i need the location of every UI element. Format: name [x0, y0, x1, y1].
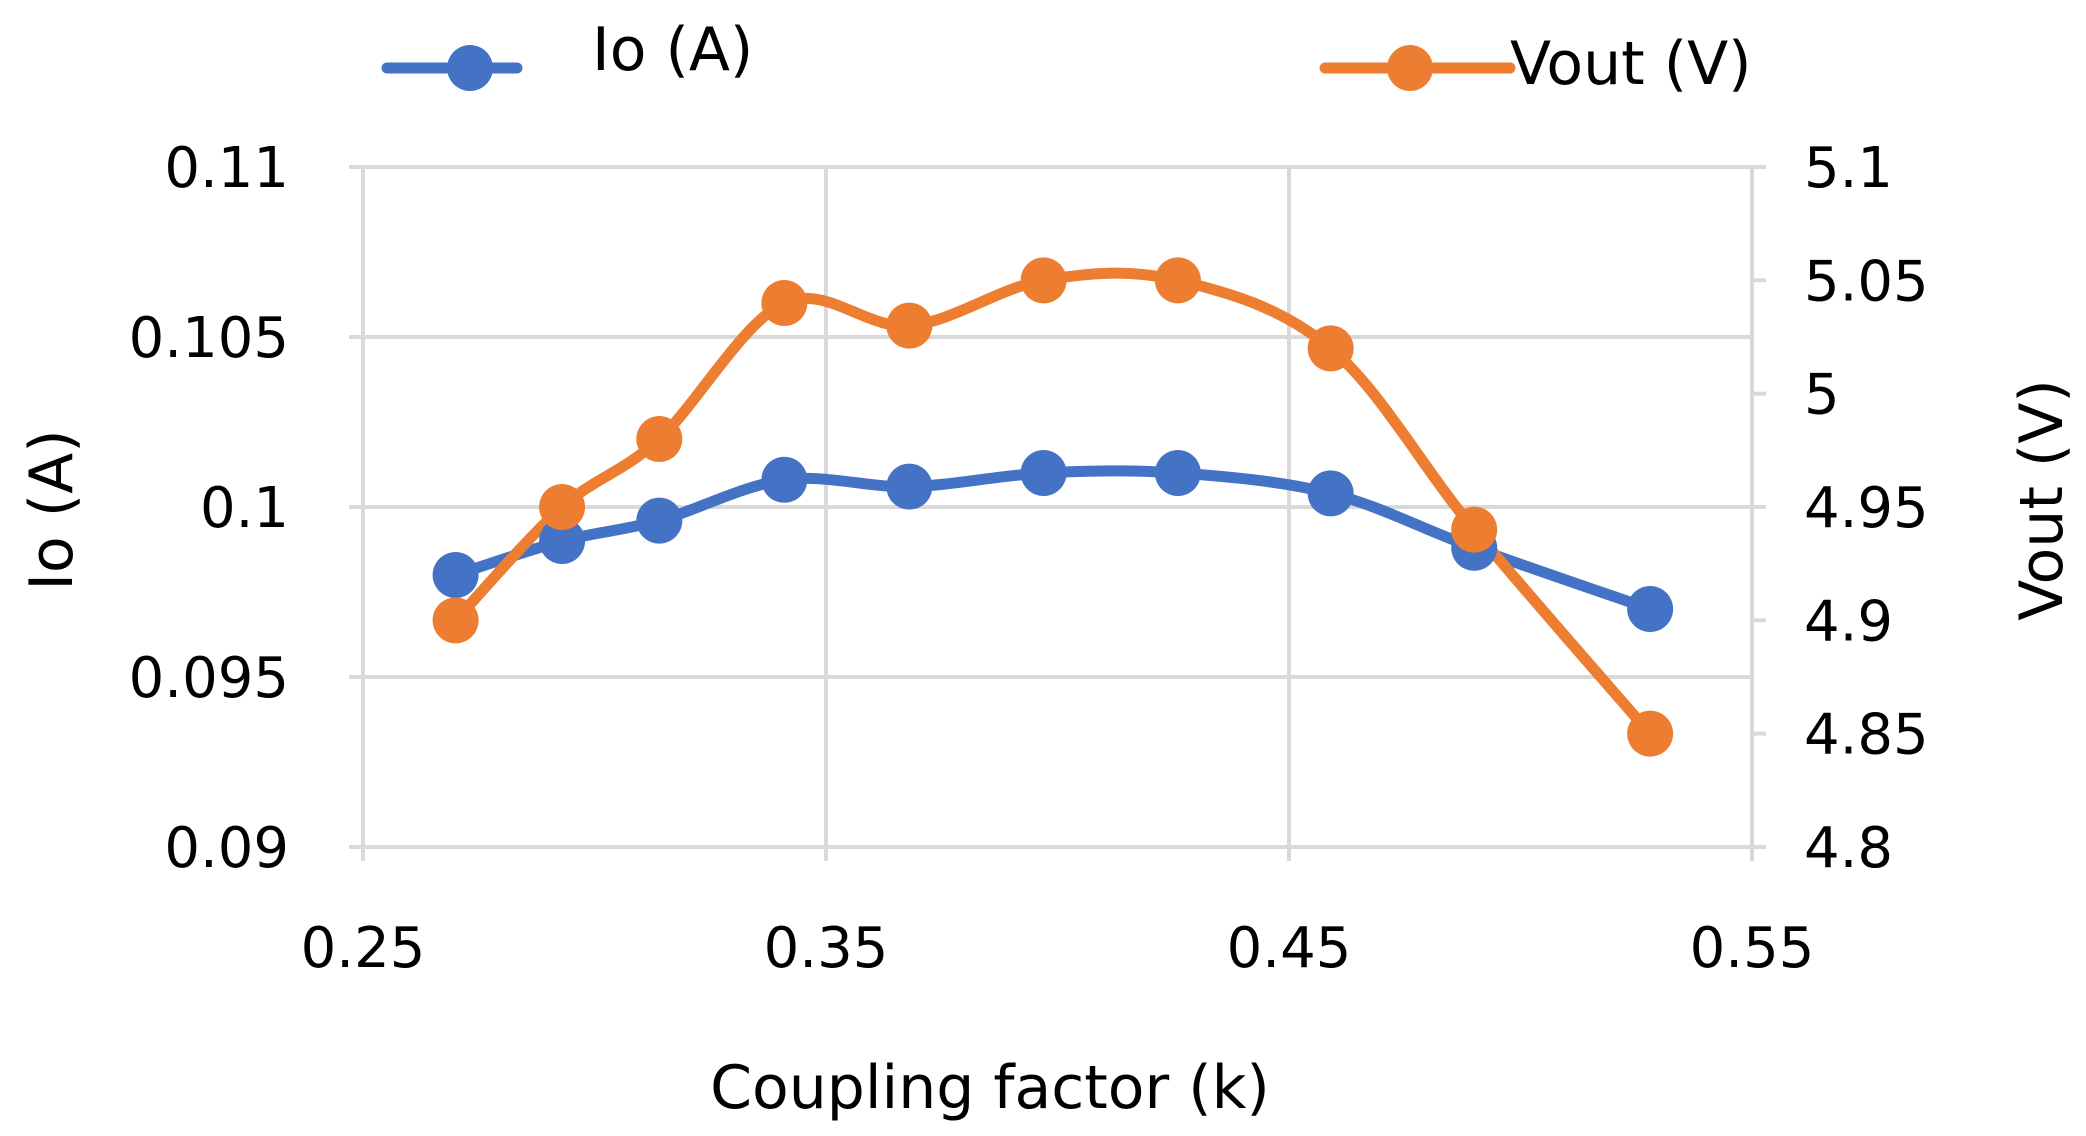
- y-tick-label: 0.095: [129, 646, 289, 711]
- legend-marker-vout: [1387, 45, 1433, 91]
- data-point-vout: [539, 484, 586, 530]
- data-point-io: [1307, 470, 1354, 517]
- y-tick-label: 0.1: [200, 476, 289, 541]
- legend: Io (A) Vout (V): [381, 15, 1752, 99]
- data-point-io: [539, 518, 586, 564]
- x-axis-title: Coupling factor (k): [710, 1053, 1270, 1123]
- data-point-vout: [886, 302, 933, 349]
- x-tick-label: 0.35: [764, 916, 889, 981]
- data-point-vout: [1020, 257, 1067, 304]
- data-point-io: [886, 463, 933, 510]
- y2-tick-label: 5.1: [1804, 136, 1893, 201]
- series-line-vout: [450, 267, 1656, 740]
- y2-tick-label: 5.05: [1804, 249, 1929, 314]
- data-point-vout: [432, 597, 479, 644]
- data-point-io: [432, 552, 479, 598]
- y-tick-label: 0.11: [164, 136, 289, 201]
- data-point-vout: [636, 416, 683, 462]
- x-tick-label: 0.25: [301, 916, 426, 981]
- series-line-io: [450, 465, 1656, 615]
- legend-marker-io: [447, 45, 493, 91]
- data-point-vout: [1627, 710, 1674, 757]
- data-point-io: [636, 497, 683, 544]
- data-point-vout: [1307, 325, 1354, 372]
- data-point-vout: [761, 280, 808, 326]
- data-point-io: [1154, 450, 1201, 496]
- data-point-vout: [1451, 506, 1498, 553]
- y-tick-label: 0.105: [129, 306, 289, 371]
- data-point-io: [1627, 586, 1674, 632]
- y2-tick-label: 4.9: [1804, 589, 1893, 654]
- data-point-io: [1020, 450, 1067, 496]
- y2-tick-label: 4.95: [1804, 476, 1929, 541]
- x-tick-label: 0.45: [1227, 916, 1352, 981]
- x-tick-label: 0.55: [1690, 916, 1815, 981]
- legend-label-io: Io (A): [592, 15, 753, 85]
- y2-tick-label: 4.85: [1804, 703, 1929, 768]
- y2-tick-label: 4.8: [1804, 816, 1893, 881]
- axes: 0.09 0.095 0.1 0.105 0.11 0.25 0.35 0.45 0.55 4.8…: [129, 136, 1929, 981]
- data-point-io: [761, 456, 808, 503]
- legend-label-vout: Vout (V): [1510, 29, 1752, 99]
- y2-axis-title: Vout (V): [2007, 379, 2077, 621]
- y2-tick-label: 5: [1804, 363, 1840, 428]
- y-axis-title: Io (A): [17, 429, 87, 590]
- markers-layer: [432, 257, 1674, 757]
- data-point-vout: [1154, 257, 1201, 304]
- y-tick-label: 0.09: [164, 816, 289, 881]
- series-layer: [450, 267, 1656, 740]
